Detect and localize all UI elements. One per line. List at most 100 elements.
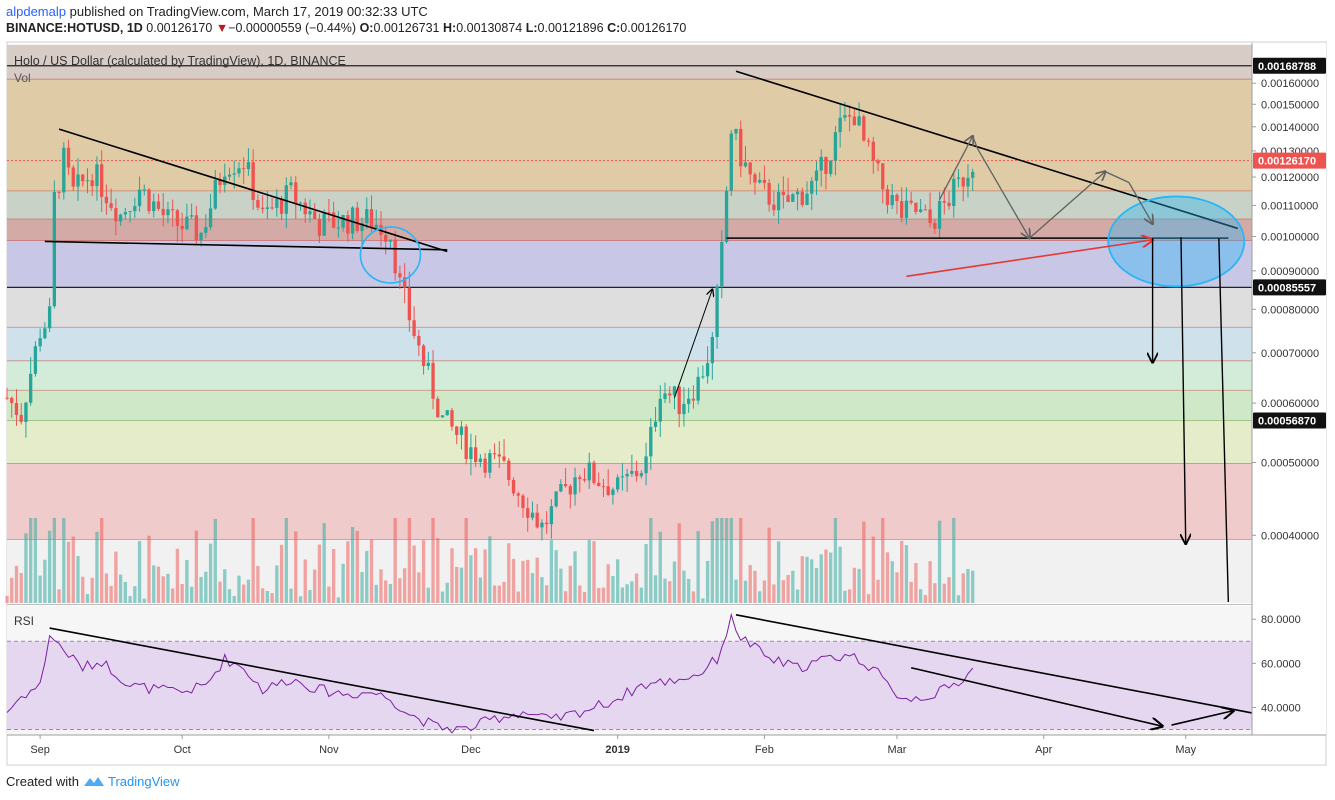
- volume-bar-152: [724, 518, 729, 603]
- candle-body-91: [436, 398, 440, 418]
- candle-body-32: [156, 201, 161, 209]
- candle-body-193: [918, 209, 923, 212]
- candle-body-75: [360, 223, 364, 231]
- candle-body-120: [573, 477, 577, 495]
- volume-bar-146: [696, 531, 700, 603]
- price-tick-label-7: 0.00090000: [1261, 266, 1319, 278]
- candle-body-139: [663, 393, 667, 399]
- price-tick-label-11: 0.00050000: [1261, 458, 1319, 470]
- volume-bar-60: [289, 588, 293, 603]
- volume-bar-122: [582, 592, 587, 603]
- publish-line: alpdemalp published on TradingView.com, …: [6, 4, 428, 19]
- grey-arrow-seg-2: [976, 148, 1029, 238]
- candle-body-80: [384, 234, 388, 242]
- candle-body-187: [890, 194, 894, 206]
- volume-bar-118: [563, 591, 568, 603]
- volume-bar-80: [384, 580, 388, 603]
- candle-body-28: [137, 189, 142, 207]
- candle-body-184: [876, 160, 880, 164]
- tradingview-logo-icon: [83, 774, 108, 789]
- candle-body-161: [767, 182, 771, 205]
- candle-body-78: [374, 224, 378, 228]
- volume-bar-198: [942, 583, 946, 603]
- candle-body-10: [52, 191, 56, 307]
- candle-body-84: [402, 277, 407, 288]
- axes: 0.001600000.001500000.001400000.00130000…: [7, 43, 1326, 756]
- volume-bar-62: [298, 596, 303, 603]
- volume-bar-98: [469, 555, 473, 603]
- red-arrow: [906, 240, 1152, 278]
- volume-bar-74: [355, 530, 359, 603]
- chart-canvas[interactable]: 0.001600000.001500000.001400000.00130000…: [0, 0, 1335, 770]
- candle-body-82: [393, 239, 397, 274]
- rsi-pane: [6, 604, 1326, 735]
- price-zone-4: [7, 219, 1252, 241]
- candle-body-189: [900, 201, 904, 218]
- volume-bar-54: [260, 588, 265, 603]
- volume-bar-89: [426, 587, 430, 603]
- candle-body-15: [76, 174, 80, 187]
- volume-bar-2: [14, 565, 19, 603]
- candle-body-52: [251, 162, 255, 201]
- volume-bar-1: [10, 577, 14, 603]
- volume-bar-97: [464, 518, 468, 603]
- volume-bar-32: [156, 566, 161, 603]
- low-label: L:: [525, 21, 538, 35]
- candle-body-125: [597, 482, 601, 487]
- volume-bar-163: [776, 541, 781, 603]
- candle-body-48: [232, 173, 236, 175]
- volume-bar-43: [208, 543, 213, 603]
- candle-body-109: [521, 495, 525, 509]
- volume-bar-63: [303, 559, 307, 603]
- volume-bar-197: [937, 520, 942, 603]
- volume-bar-134: [639, 587, 643, 603]
- grey-arrow-seg-1: [972, 135, 979, 149]
- candle-body-33: [161, 208, 165, 216]
- price-zone-10: [7, 420, 1252, 464]
- candle-body-190: [904, 200, 909, 218]
- volume-bar-67: [322, 523, 326, 603]
- volume-bar-24: [118, 574, 123, 603]
- volume-bar-174: [829, 552, 833, 603]
- high-label: H:: [443, 21, 457, 35]
- volume-bar-107: [511, 558, 516, 603]
- price-zones: [7, 44, 1252, 603]
- volume-bar-135: [644, 544, 648, 603]
- time-tick-label-5: Feb: [755, 744, 774, 756]
- candle-body-13: [66, 147, 71, 168]
- candle-body-45: [218, 179, 222, 185]
- volume-bar-202: [961, 573, 965, 603]
- volume-bar-47: [227, 589, 232, 603]
- author-link[interactable]: alpdemalp: [6, 4, 66, 19]
- price-zone-9: [7, 390, 1252, 421]
- volume-bar-194: [923, 594, 928, 603]
- candle-body-65: [313, 211, 317, 220]
- volume-bar-53: [256, 565, 260, 603]
- volume-bar-18: [90, 577, 94, 603]
- time-tick-label-6: Mar: [887, 744, 906, 756]
- volume-bar-113: [540, 577, 544, 603]
- candle-body-101: [483, 458, 487, 473]
- candle-body-172: [819, 156, 823, 171]
- volume-bar-175: [833, 518, 838, 603]
- candle-body-133: [634, 470, 639, 477]
- grey-arrow-seg-0: [938, 136, 973, 200]
- volume-bar-114: [545, 585, 549, 603]
- volume-bar-115: [549, 540, 554, 603]
- candle-body-38: [185, 216, 189, 230]
- price-tick-label-9: 0.00070000: [1261, 348, 1319, 360]
- tradingview-brand[interactable]: TradingView: [108, 774, 180, 789]
- volume-bar-22: [109, 585, 113, 603]
- rsi-arrow-1: [910, 666, 1162, 726]
- volume-bar-8: [43, 559, 47, 603]
- candle-body-194: [923, 209, 928, 211]
- candle-body-23: [114, 208, 118, 222]
- price-zone-0: [7, 44, 1252, 66]
- candle-body-66: [317, 219, 322, 236]
- candle-body-127: [606, 486, 610, 495]
- volume-bar-172: [819, 554, 823, 603]
- volume-bar-82: [393, 518, 397, 603]
- candle-body-136: [649, 426, 653, 457]
- candle-body-113: [540, 522, 544, 528]
- candle-body-111: [530, 512, 535, 518]
